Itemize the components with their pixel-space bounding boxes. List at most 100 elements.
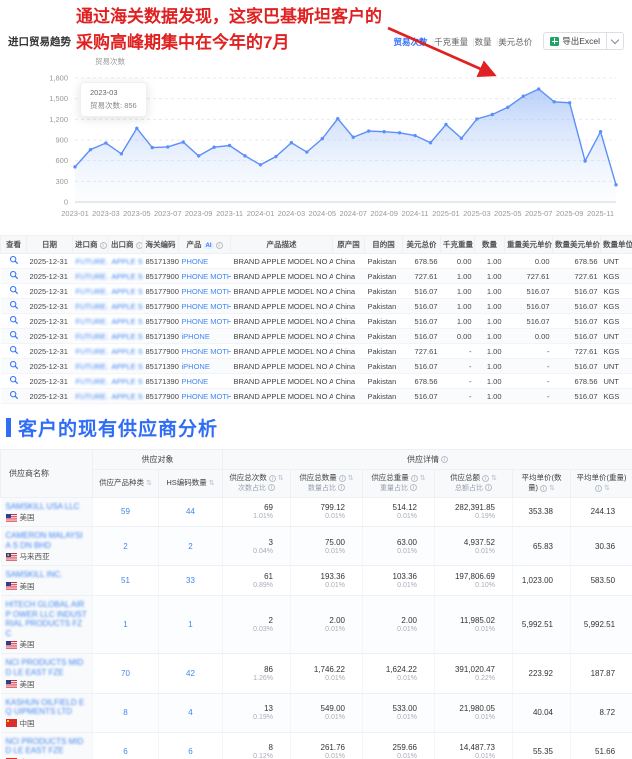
data-point[interactable]	[212, 145, 216, 149]
importer-link[interactable]: FUTURE...	[72, 373, 109, 389]
magnifier-icon[interactable]	[9, 345, 19, 357]
product-link[interactable]: PHONE MOTHER	[178, 298, 231, 314]
sort-icon[interactable]: ⇅	[419, 475, 426, 483]
exporter-link[interactable]: APPLE S...	[108, 328, 143, 344]
metric-tab-2[interactable]: 千克重量	[434, 37, 469, 47]
column-header[interactable]: 千克重量	[440, 235, 475, 254]
product-link[interactable]: iPHONE	[178, 328, 231, 344]
column-header[interactable]: 日期	[26, 235, 73, 254]
data-point[interactable]	[289, 141, 294, 145]
count-link[interactable]: 6	[158, 732, 223, 759]
info-icon[interactable]: i	[99, 241, 107, 249]
view-button[interactable]	[0, 373, 27, 389]
data-point[interactable]	[320, 136, 325, 141]
supplier-name-link[interactable]: HITECH GLOBAL AIR P OWER LLC INDUSTRIAL …	[5, 599, 87, 638]
data-point[interactable]	[459, 136, 464, 140]
data-point[interactable]	[614, 183, 618, 187]
view-button[interactable]	[0, 343, 27, 359]
column-header[interactable]: 产品描述	[230, 235, 333, 254]
magnifier-icon[interactable]	[9, 285, 19, 297]
exporter-link[interactable]: APPLE S...	[108, 373, 143, 389]
info-icon[interactable]: i	[485, 484, 492, 492]
data-point[interactable]	[166, 145, 170, 149]
count-link[interactable]: 70	[92, 653, 159, 694]
exporter-link[interactable]: APPLE S...	[108, 313, 143, 329]
column-header[interactable]: 查看	[0, 235, 27, 254]
data-point[interactable]	[135, 126, 139, 130]
data-point[interactable]	[428, 141, 433, 145]
count-link[interactable]: 8	[92, 693, 159, 733]
view-button[interactable]	[0, 328, 27, 344]
info-icon[interactable]: i	[410, 484, 417, 492]
product-link[interactable]: PHONE MOTHER	[178, 268, 231, 284]
supplier-row[interactable]: HITECH GLOBAL AIR P OWER LLC INDUSTRIAL …	[0, 595, 632, 655]
supplier-name-link[interactable]: CAMERON MALAYSIA S DN BHD	[5, 531, 83, 550]
magnifier-icon[interactable]	[9, 315, 19, 327]
magnifier-icon[interactable]	[9, 375, 19, 387]
column-header[interactable]: 供应总次数 i ⇅ 次数占比 i	[222, 469, 291, 498]
data-point[interactable]	[521, 94, 525, 98]
column-header[interactable]: 平均单价(重量)i ⇅	[569, 469, 632, 498]
supplier-name-link[interactable]: SAMSKILL INC.	[5, 570, 63, 580]
magnifier-icon[interactable]	[9, 390, 19, 402]
data-point[interactable]	[305, 150, 309, 154]
data-point[interactable]	[583, 159, 587, 163]
product-link[interactable]: PHONE MOTHER	[178, 343, 231, 359]
exporter-link[interactable]: APPLE S...	[108, 283, 143, 299]
column-header[interactable]: 海关编码	[142, 235, 179, 254]
supplier-name-link[interactable]: NCI PRODUCTS MIDD LE EAST FZE	[5, 736, 84, 756]
column-header[interactable]: 出口商 i	[108, 235, 143, 254]
view-button[interactable]	[0, 388, 27, 404]
magnifier-icon[interactable]	[9, 330, 19, 342]
product-link[interactable]: PHONE MOTHER	[178, 283, 231, 299]
data-point[interactable]	[413, 133, 417, 138]
data-point[interactable]	[444, 122, 448, 127]
data-point[interactable]	[366, 129, 371, 133]
count-link[interactable]: 2	[158, 526, 223, 567]
exporter-link[interactable]: APPLE S...	[108, 358, 143, 374]
column-header[interactable]: 平均单价(数量) i ⇅	[512, 469, 571, 498]
data-point[interactable]	[104, 141, 108, 145]
count-link[interactable]: 44	[158, 497, 223, 528]
data-point[interactable]	[382, 130, 386, 134]
product-link[interactable]: PHONE	[178, 253, 231, 269]
importer-link[interactable]: FUTURE...	[72, 298, 109, 314]
importer-link[interactable]: FUTURE...	[72, 328, 109, 344]
importer-link[interactable]: FUTURE...	[72, 313, 109, 329]
importer-link[interactable]: FUTURE...	[72, 283, 109, 299]
supplier-row[interactable]: SAMSKILL USA LLC 美国 59 44 69 1.01% 799.12 0.01%…	[0, 497, 632, 528]
product-link[interactable]: PHONE MOTHER	[178, 388, 231, 404]
magnifier-icon[interactable]	[9, 360, 19, 372]
column-header[interactable]: 重量美元单价	[504, 235, 553, 254]
data-point[interactable]	[336, 116, 340, 121]
count-link[interactable]: 33	[158, 565, 223, 596]
count-link[interactable]: 42	[158, 653, 223, 694]
column-header[interactable]: 原产国	[332, 235, 365, 254]
export-dropdown-button[interactable]	[607, 32, 624, 50]
sort-icon[interactable]: ⇅	[208, 480, 215, 488]
data-point[interactable]	[196, 154, 201, 158]
exporter-link[interactable]: APPLE S...	[108, 298, 143, 314]
data-point[interactable]	[490, 112, 495, 117]
data-point[interactable]	[537, 87, 541, 91]
column-header[interactable]: HS编码数量 ⇅	[158, 469, 223, 498]
supplier-row[interactable]: CAMERON MALAYSIA S DN BHD 马来西亚 2 2 3 0.04% 75.…	[0, 526, 632, 567]
count-link[interactable]: 1	[92, 595, 159, 655]
data-point[interactable]	[150, 145, 154, 150]
exporter-link[interactable]: APPLE S...	[108, 253, 143, 269]
sort-icon[interactable]: ⇅	[491, 475, 497, 483]
view-button[interactable]	[0, 298, 27, 314]
count-link[interactable]: 2	[92, 526, 159, 567]
supplier-name-link[interactable]: KASHUN OILFIELD EQ UIPMENTS LTD	[5, 697, 85, 717]
data-point[interactable]	[258, 163, 263, 167]
exporter-link[interactable]: APPLE S...	[108, 343, 143, 359]
column-header[interactable]: 数量美元单价	[552, 235, 601, 254]
